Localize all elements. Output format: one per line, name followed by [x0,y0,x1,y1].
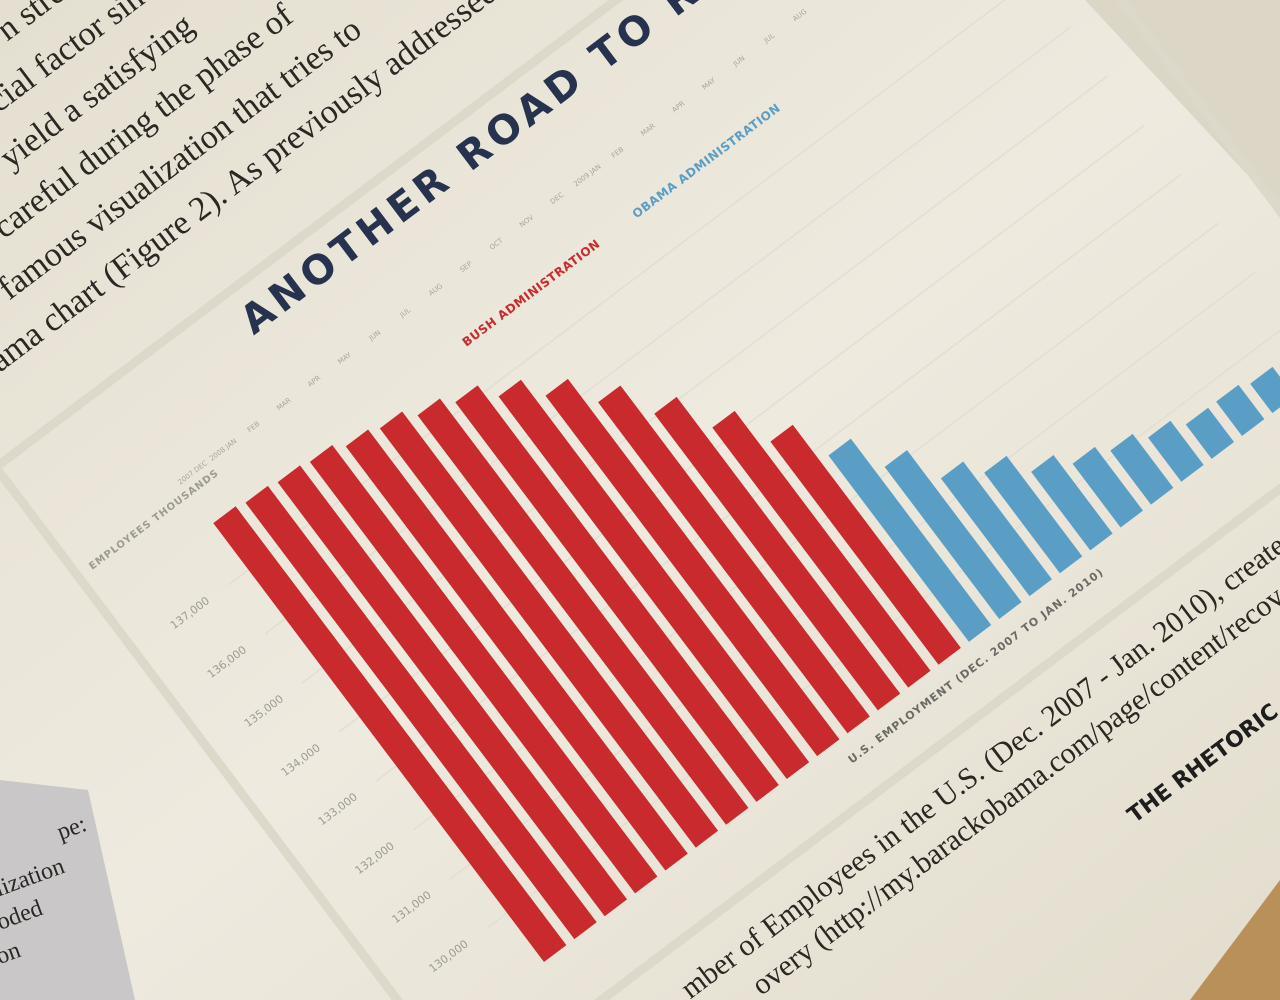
grid-line [227,0,1034,586]
bar [654,396,901,711]
bar [455,385,779,802]
bar [1148,420,1204,482]
bars [213,366,1280,962]
left-page: pe:alization, the codedthis thesis on [0,780,135,1000]
bar [770,424,961,665]
bar [1185,407,1235,459]
bar [712,410,931,688]
bar [498,379,810,780]
bar [345,429,688,871]
bar [1110,433,1174,505]
page-edge [1085,0,1280,210]
bar [1216,384,1265,437]
grid-line [301,75,1108,684]
bar [940,461,1052,597]
bar [984,455,1083,574]
bar [598,385,870,734]
bar [1250,366,1280,414]
bar [417,398,749,825]
bar [828,438,992,642]
bar [545,378,840,757]
table [1190,880,1280,1000]
bar [277,465,628,917]
bar [379,411,719,848]
left-page-sheet [0,780,135,1000]
bar [1072,446,1143,528]
bar [309,445,658,894]
bar [1031,455,1113,551]
bar [884,450,1022,619]
bar [213,506,567,962]
grid-line [264,26,1071,635]
bar [245,485,597,940]
